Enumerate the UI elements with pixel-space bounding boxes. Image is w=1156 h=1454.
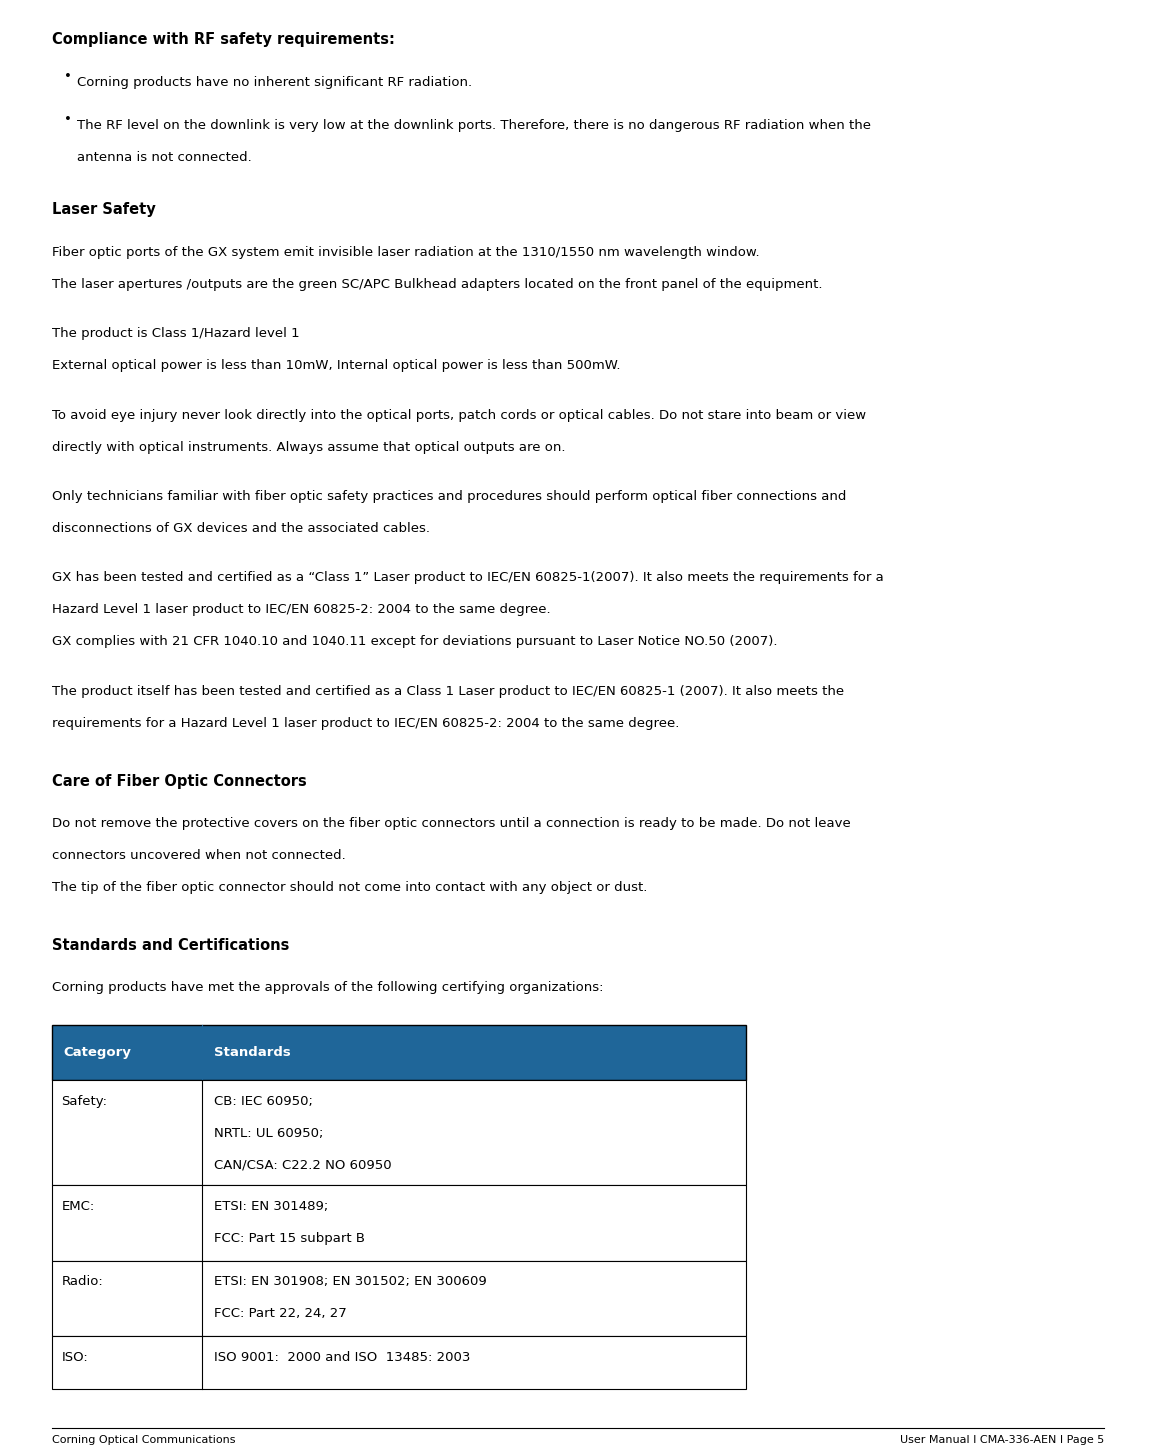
Text: GX has been tested and certified as a “Class 1” Laser product to IEC/EN 60825-1(: GX has been tested and certified as a “C…: [52, 571, 884, 585]
Text: ETSI: EN 301908; EN 301502; EN 300609: ETSI: EN 301908; EN 301502; EN 300609: [214, 1275, 487, 1288]
Text: Standards: Standards: [214, 1047, 290, 1059]
Text: ISO 9001:  2000 and ISO  13485: 2003: ISO 9001: 2000 and ISO 13485: 2003: [214, 1351, 470, 1364]
Text: Care of Fiber Optic Connectors: Care of Fiber Optic Connectors: [52, 774, 306, 788]
Text: The product is Class 1/Hazard level 1: The product is Class 1/Hazard level 1: [52, 327, 299, 340]
Text: NRTL: UL 60950;: NRTL: UL 60950;: [214, 1127, 324, 1140]
Text: CB: IEC 60950;: CB: IEC 60950;: [214, 1095, 313, 1108]
Text: Corning products have no inherent significant RF radiation.: Corning products have no inherent signif…: [77, 76, 473, 89]
FancyBboxPatch shape: [52, 1025, 746, 1080]
FancyBboxPatch shape: [52, 1080, 746, 1185]
Text: To avoid eye injury never look directly into the optical ports, patch cords or o: To avoid eye injury never look directly …: [52, 409, 866, 422]
Text: •: •: [64, 70, 72, 83]
Text: antenna is not connected.: antenna is not connected.: [77, 151, 252, 164]
Text: FCC: Part 15 subpart B: FCC: Part 15 subpart B: [214, 1232, 365, 1245]
Text: requirements for a Hazard Level 1 laser product to IEC/EN 60825-2: 2004 to the s: requirements for a Hazard Level 1 laser …: [52, 717, 680, 730]
Text: Only technicians familiar with fiber optic safety practices and procedures shoul: Only technicians familiar with fiber opt…: [52, 490, 846, 503]
Text: directly with optical instruments. Always assume that optical outputs are on.: directly with optical instruments. Alway…: [52, 441, 565, 454]
FancyBboxPatch shape: [52, 1185, 746, 1261]
Text: ETSI: EN 301489;: ETSI: EN 301489;: [214, 1200, 328, 1213]
FancyBboxPatch shape: [52, 1261, 746, 1336]
Text: Corning products have met the approvals of the following certifying organization: Corning products have met the approvals …: [52, 981, 603, 995]
Text: Fiber optic ports of the GX system emit invisible laser radiation at the 1310/15: Fiber optic ports of the GX system emit …: [52, 246, 759, 259]
Text: ISO:: ISO:: [61, 1351, 88, 1364]
Text: Radio:: Radio:: [61, 1275, 103, 1288]
Text: EMC:: EMC:: [61, 1200, 95, 1213]
Text: •: •: [64, 113, 72, 126]
Text: disconnections of GX devices and the associated cables.: disconnections of GX devices and the ass…: [52, 522, 430, 535]
Text: GX complies with 21 CFR 1040.10 and 1040.11 except for deviations pursuant to La: GX complies with 21 CFR 1040.10 and 1040…: [52, 635, 778, 648]
Text: Corning Optical Communications: Corning Optical Communications: [52, 1435, 236, 1445]
Text: The laser apertures /outputs are the green SC/APC Bulkhead adapters located on t: The laser apertures /outputs are the gre…: [52, 278, 823, 291]
Text: CAN/CSA: C22.2 NO 60950: CAN/CSA: C22.2 NO 60950: [214, 1159, 392, 1172]
Text: User Manual I CMA-336-AEN I Page 5: User Manual I CMA-336-AEN I Page 5: [899, 1435, 1104, 1445]
Text: connectors uncovered when not connected.: connectors uncovered when not connected.: [52, 849, 346, 862]
Text: Hazard Level 1 laser product to IEC/EN 60825-2: 2004 to the same degree.: Hazard Level 1 laser product to IEC/EN 6…: [52, 603, 550, 616]
Text: The product itself has been tested and certified as a Class 1 Laser product to I: The product itself has been tested and c…: [52, 685, 844, 698]
Text: Laser Safety: Laser Safety: [52, 202, 156, 217]
Text: Compliance with RF safety requirements:: Compliance with RF safety requirements:: [52, 32, 395, 47]
FancyBboxPatch shape: [52, 1336, 746, 1389]
Text: The RF level on the downlink is very low at the downlink ports. Therefore, there: The RF level on the downlink is very low…: [77, 119, 872, 132]
Text: Do not remove the protective covers on the fiber optic connectors until a connec: Do not remove the protective covers on t…: [52, 817, 851, 830]
Text: External optical power is less than 10mW, Internal optical power is less than 50: External optical power is less than 10mW…: [52, 359, 621, 372]
Text: FCC: Part 22, 24, 27: FCC: Part 22, 24, 27: [214, 1307, 347, 1320]
Text: The tip of the fiber optic connector should not come into contact with any objec: The tip of the fiber optic connector sho…: [52, 881, 647, 894]
Text: Standards and Certifications: Standards and Certifications: [52, 938, 289, 952]
Text: Category: Category: [64, 1047, 132, 1059]
Text: Safety:: Safety:: [61, 1095, 108, 1108]
